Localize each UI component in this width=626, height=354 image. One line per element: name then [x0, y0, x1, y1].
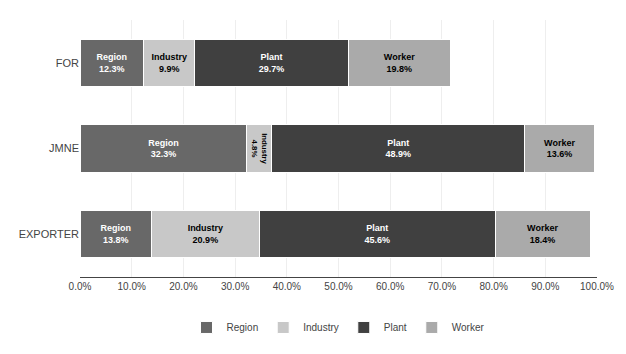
svg-text:Worker: Worker: [452, 322, 485, 333]
svg-text:Industry: Industry: [303, 322, 339, 333]
svg-text:FOR: FOR: [56, 57, 79, 69]
svg-text:Region13.8%: Region13.8%: [100, 223, 131, 245]
svg-text:Worker13.6%: Worker13.6%: [544, 138, 575, 160]
svg-text:Plant29.7%: Plant29.7%: [259, 52, 285, 74]
svg-text:Region32.3%: Region32.3%: [148, 138, 179, 160]
svg-text:90.0%: 90.0%: [531, 281, 559, 292]
svg-text:Industry9.9%: Industry9.9%: [151, 52, 187, 74]
svg-text:Worker18.4%: Worker18.4%: [527, 223, 558, 245]
svg-text:100.0%: 100.0%: [580, 281, 614, 292]
svg-text:Region: Region: [227, 322, 259, 333]
svg-text:Industry20.9%: Industry20.9%: [188, 223, 224, 245]
svg-text:70.0%: 70.0%: [428, 281, 456, 292]
svg-text:20.0%: 20.0%: [169, 281, 197, 292]
svg-text:50.0%: 50.0%: [324, 281, 352, 292]
svg-text:Worker19.8%: Worker19.8%: [384, 52, 415, 74]
svg-text:Industry4.8%: Industry4.8%: [250, 133, 269, 164]
svg-text:0.0%: 0.0%: [69, 281, 92, 292]
svg-text:80.0%: 80.0%: [479, 281, 507, 292]
svg-text:Region12.3%: Region12.3%: [97, 52, 128, 74]
svg-text:60.0%: 60.0%: [376, 281, 404, 292]
svg-text:Plant48.9%: Plant48.9%: [385, 138, 411, 160]
svg-text:40.0%: 40.0%: [273, 281, 301, 292]
svg-text:30.0%: 30.0%: [221, 281, 249, 292]
svg-text:Plant45.6%: Plant45.6%: [365, 223, 391, 245]
svg-text:JMNE: JMNE: [49, 142, 79, 154]
svg-text:10.0%: 10.0%: [118, 281, 146, 292]
svg-text:Plant: Plant: [384, 322, 407, 333]
svg-text:EXPORTER: EXPORTER: [19, 228, 79, 240]
